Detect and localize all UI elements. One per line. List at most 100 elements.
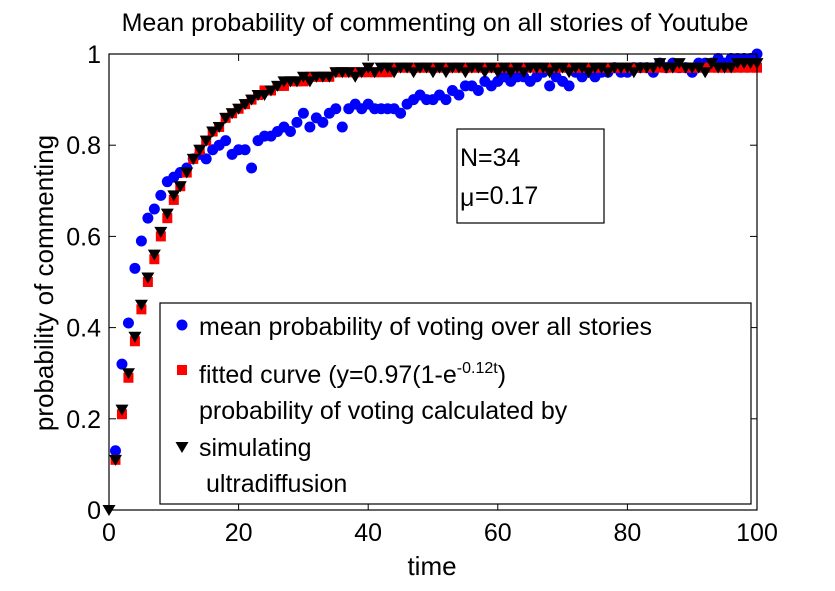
data-point-simulated	[147, 249, 161, 261]
data-point-simulated	[653, 58, 667, 70]
data-point-simulated	[620, 62, 634, 74]
legend-fitted-end: )	[498, 361, 506, 389]
legend-marker-triangle	[175, 442, 189, 453]
y-tick-label: 1	[87, 41, 101, 69]
data-point-simulated	[724, 62, 738, 74]
x-tick-label: 60	[484, 519, 512, 547]
data-point-simulated	[154, 226, 168, 238]
data-point-mean	[440, 94, 452, 106]
data-point-mean	[395, 107, 407, 119]
x-tick-label: 40	[354, 519, 382, 547]
data-point-simulated	[128, 331, 142, 343]
legend-marker-circle	[176, 319, 188, 331]
data-point-simulated	[420, 62, 434, 74]
data-point-simulated	[160, 208, 174, 220]
data-point-mean	[135, 235, 147, 247]
data-point-mean	[122, 317, 134, 329]
data-point-mean	[297, 107, 309, 119]
data-point-simulated	[407, 67, 421, 79]
data-point-simulated	[108, 454, 122, 466]
y-axis-label: probability of commenting	[29, 135, 59, 431]
chart-title: Mean probability of commenting on all st…	[122, 9, 749, 37]
data-point-simulated	[601, 67, 615, 79]
data-point-simulated	[134, 299, 148, 311]
data-point-simulated	[556, 62, 570, 74]
x-tick-label: 100	[736, 519, 778, 547]
data-point-simulated	[672, 58, 686, 70]
data-point-simulated	[296, 71, 310, 83]
y-tick-label: 0.6	[66, 223, 101, 251]
data-point-simulated	[471, 62, 485, 74]
data-point-simulated	[594, 62, 608, 74]
x-axis-label: time	[407, 551, 456, 581]
data-point-simulated	[186, 153, 200, 165]
data-point-simulated	[646, 62, 660, 74]
data-point-simulated	[439, 67, 453, 79]
data-point-simulated	[141, 272, 155, 284]
data-point-mean	[317, 116, 329, 128]
data-point-mean	[142, 212, 154, 224]
y-tick-label: 0	[87, 497, 101, 525]
data-point-mean	[472, 84, 484, 96]
data-point-simulated	[484, 62, 498, 74]
data-point-simulated	[426, 67, 440, 79]
data-point-mean	[200, 153, 212, 165]
data-point-simulated	[219, 112, 233, 124]
legend-marker-square	[177, 365, 187, 375]
data-point-simulated	[199, 135, 213, 147]
y-tick-label: 0.8	[66, 132, 101, 160]
data-point-simulated	[517, 67, 531, 79]
data-point-simulated	[258, 90, 272, 102]
data-point-simulated	[491, 67, 505, 79]
data-point-mean	[109, 445, 121, 457]
data-point-simulated	[264, 85, 278, 97]
data-point-mean	[453, 89, 465, 101]
data-point-simulated	[290, 76, 304, 88]
data-point-simulated	[342, 67, 356, 79]
y-axis-ticks: 0 0.2 0.4 0.6 0.8 1	[66, 41, 757, 525]
x-tick-label: 0	[102, 519, 116, 547]
y-tick-label: 0.4	[66, 315, 101, 343]
data-point-mean	[116, 358, 128, 370]
data-point-simulated	[212, 121, 226, 133]
data-point-simulated	[698, 67, 712, 79]
data-point-simulated	[692, 62, 706, 74]
data-point-simulated	[504, 67, 518, 79]
data-point-mean	[148, 203, 160, 215]
data-point-simulated	[562, 67, 576, 79]
data-point-simulated	[666, 62, 680, 74]
data-point-simulated	[452, 62, 466, 74]
data-point-mean	[129, 262, 141, 274]
data-point-simulated	[368, 67, 382, 79]
data-point-simulated	[206, 126, 220, 138]
data-point-simulated	[355, 67, 369, 79]
legend-label-sim-line3: ultradiffusion	[206, 470, 347, 498]
data-point-simulated	[303, 76, 317, 88]
legend-label-fitted: fitted curve (y=0.97(1-e-0.12t)	[199, 360, 506, 389]
data-point-mean	[563, 80, 575, 92]
data-point-simulated	[381, 62, 395, 74]
data-point-mean	[330, 103, 342, 115]
data-point-simulated	[270, 80, 284, 92]
data-point-simulated	[387, 67, 401, 79]
data-point-simulated	[497, 62, 511, 74]
data-point-simulated	[627, 67, 641, 79]
data-point-simulated	[245, 94, 259, 106]
legend: mean probability of voting over all stor…	[159, 302, 752, 505]
data-point-simulated	[121, 368, 135, 380]
data-point-simulated	[432, 62, 446, 74]
y-tick-label: 0.2	[66, 406, 101, 434]
data-point-mean	[239, 144, 251, 156]
data-point-simulated	[322, 71, 336, 83]
legend-label-sim-line2: simulating	[199, 434, 312, 462]
legend-label-sim-line1: probability of voting calculated by	[199, 397, 568, 425]
x-axis-ticks: 0 20 40 60 80 100	[102, 54, 778, 547]
data-point-simulated	[510, 62, 524, 74]
data-point-simulated	[400, 62, 414, 74]
data-point-simulated	[238, 99, 252, 111]
annotation-mu-symbol: μ	[460, 184, 474, 212]
legend-fitted-main: fitted curve (y=0.97(1-e	[199, 361, 457, 389]
plot-frame	[108, 53, 758, 511]
data-markers	[102, 48, 764, 516]
data-point-mean	[336, 121, 348, 133]
